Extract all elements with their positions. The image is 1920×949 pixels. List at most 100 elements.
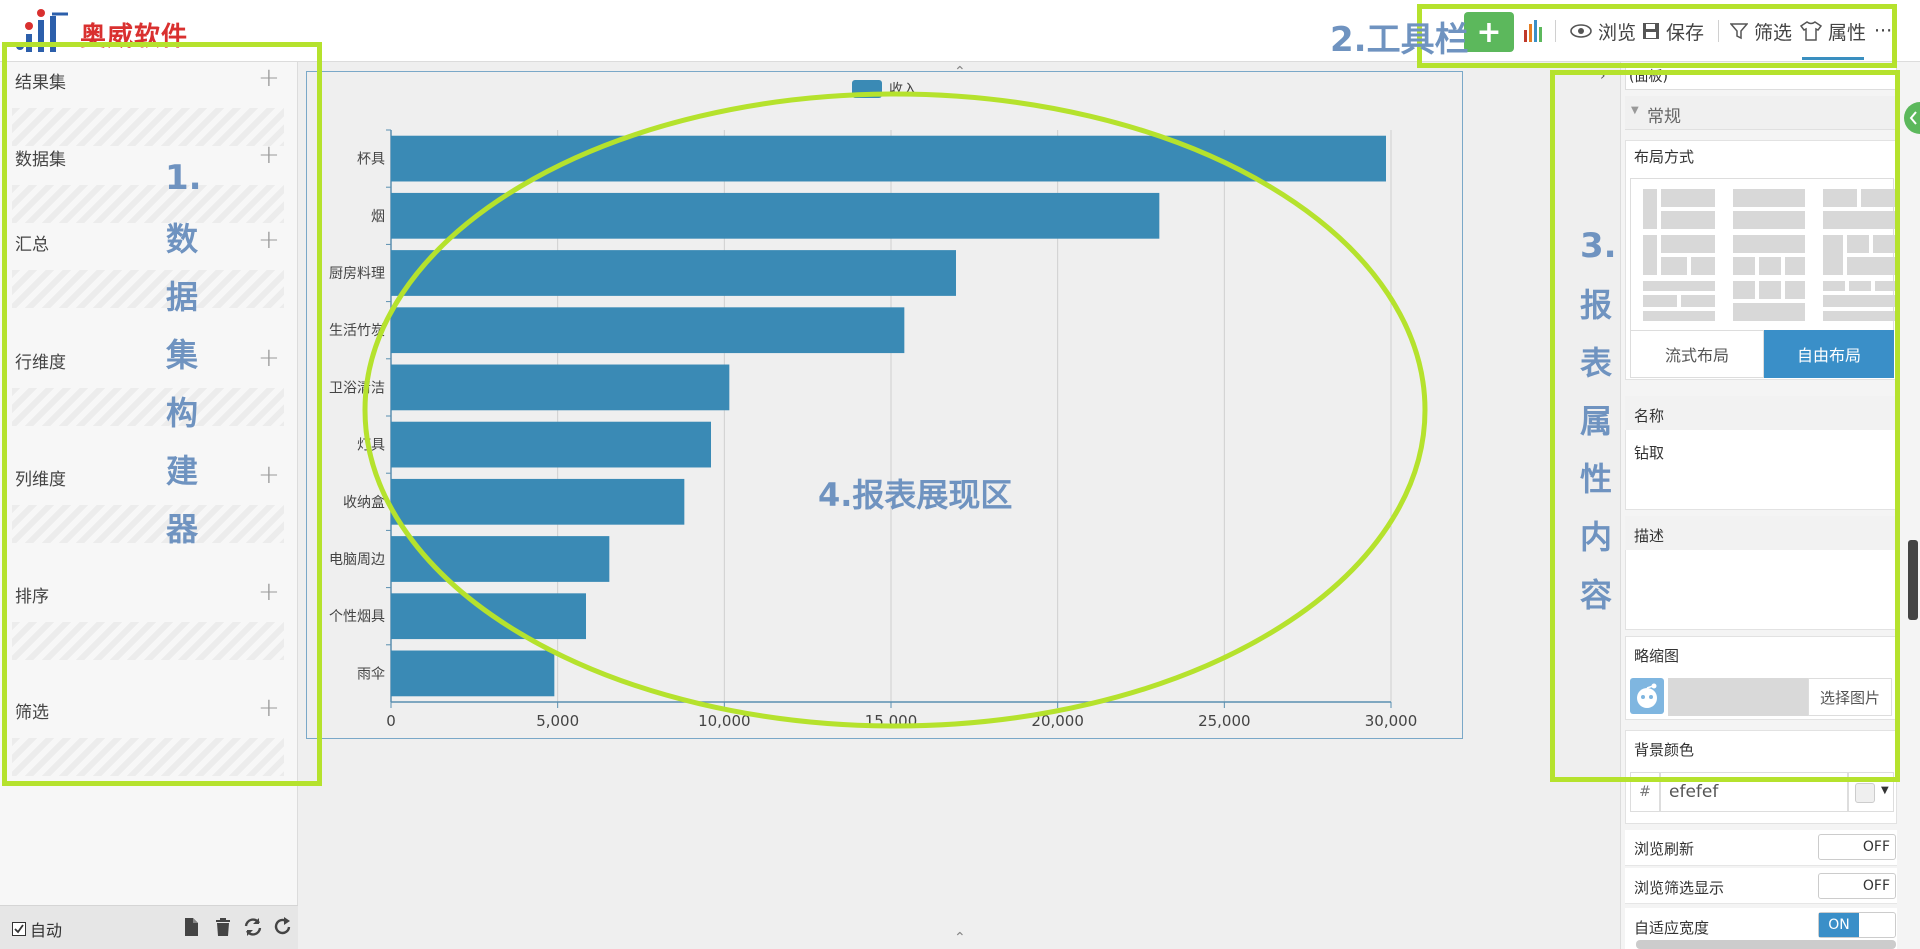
layout-block <box>1661 235 1715 253</box>
layout-block <box>1875 281 1895 291</box>
a1-char: 数 <box>165 220 198 258</box>
layout-block <box>1733 211 1805 229</box>
shirt-icon <box>1800 21 1822 41</box>
add-section-icon[interactable]: + <box>258 225 280 255</box>
y-tick-label: 厨房料理 <box>329 266 385 282</box>
auto-checkbox[interactable]: 自动 <box>12 917 62 941</box>
layout-block <box>1823 235 1843 275</box>
filter-button[interactable]: 筛选 <box>1730 18 1792 44</box>
layout-block <box>1785 257 1805 275</box>
bar <box>391 650 555 697</box>
more-button[interactable]: ··· <box>1874 20 1893 42</box>
layout-block <box>1661 257 1687 275</box>
layout-option[interactable] <box>1643 235 1715 275</box>
layout-option[interactable] <box>1823 235 1895 275</box>
layout-option[interactable] <box>1733 189 1805 229</box>
a1-char: 建 <box>165 452 198 490</box>
layout-option[interactable] <box>1643 189 1715 229</box>
annotation-3-prefix: 3. <box>1580 226 1617 266</box>
layout-block <box>1823 311 1895 321</box>
horizontal-scrollbar[interactable] <box>1636 940 1896 949</box>
section-drop-zone[interactable] <box>12 505 284 543</box>
add-section-icon[interactable]: + <box>258 577 280 607</box>
desc-header <box>1625 516 1897 550</box>
layout-block <box>1873 235 1895 253</box>
section-drop-zone[interactable] <box>12 622 284 660</box>
active-tab-indicator <box>1802 57 1864 60</box>
browse-refresh-label: 浏览刷新 <box>1634 840 1695 858</box>
layout-option[interactable] <box>1643 281 1715 321</box>
section-drop-zone[interactable] <box>12 185 284 223</box>
add-section-icon[interactable]: + <box>258 343 280 373</box>
y-tick-label: 烟 <box>371 209 385 225</box>
toggle-off-text: OFF <box>1862 878 1890 894</box>
layout-block <box>1733 281 1755 299</box>
browse-filter-label: 浏览筛选显示 <box>1634 879 1725 897</box>
new-file-icon[interactable] <box>180 916 202 938</box>
toolbar-separator <box>1718 20 1719 42</box>
a1-char: 构 <box>165 394 198 432</box>
section-label-3: 行维度 <box>15 353 66 373</box>
name-input[interactable]: 钻取 <box>1634 444 1665 462</box>
add-section-icon[interactable]: + <box>258 63 280 93</box>
robot-face-icon <box>1637 683 1657 708</box>
collapse-bottom-arrow[interactable]: ⌃ <box>954 930 966 946</box>
save-button[interactable]: 保存 <box>1642 18 1704 44</box>
section-drop-zone[interactable] <box>12 270 284 308</box>
browse-label: 浏览 <box>1598 21 1637 44</box>
x-tick-label: 20,000 <box>1031 712 1084 730</box>
report-display-area[interactable]: 0 5,000 10,000 15,000 20,000 25,000 30,000 杯具烟厨… <box>306 71 1463 739</box>
y-tick-label: 卫浴清洁 <box>329 380 385 396</box>
vertical-scrollbar-thumb[interactable] <box>1908 540 1918 620</box>
section-drop-zone[interactable] <box>12 388 284 426</box>
section-drop-zone[interactable] <box>12 108 284 146</box>
x-tick-label: 25,000 <box>1198 712 1251 730</box>
section-label-1: 数据集 <box>15 150 66 170</box>
add-button[interactable]: + <box>1464 12 1514 52</box>
flow-layout-button[interactable]: 流式布局 <box>1630 330 1764 378</box>
add-section-icon[interactable]: + <box>258 693 280 723</box>
layout-block <box>1823 281 1845 291</box>
desc-label: 描述 <box>1634 527 1665 545</box>
add-section-icon[interactable]: + <box>258 460 280 490</box>
sync-icon[interactable] <box>242 916 264 938</box>
bar <box>391 307 905 354</box>
color-swatch <box>1855 783 1875 803</box>
layout-option[interactable] <box>1733 281 1805 321</box>
y-tick-label: 电脑周边 <box>329 552 385 568</box>
layout-option[interactable] <box>1823 281 1895 321</box>
x-tick-label: 5,000 <box>536 712 579 730</box>
free-layout-button[interactable]: 自由布局 <box>1764 330 1894 378</box>
side-expand-icon[interactable] <box>1904 102 1920 134</box>
layout-block <box>1861 189 1895 207</box>
general-section-title: 常规 <box>1647 107 1681 127</box>
annotation-ellipse-display <box>362 91 1428 729</box>
bar <box>391 364 730 411</box>
browse-filter-toggle[interactable]: OFF <box>1818 873 1896 899</box>
y-tick-label: 生活竹炭 <box>329 323 385 339</box>
eye-icon <box>1570 24 1592 38</box>
layout-option[interactable] <box>1823 189 1895 229</box>
chart-type-icon[interactable] <box>1522 18 1546 44</box>
choose-image-button[interactable]: 选择图片 <box>1808 678 1892 716</box>
auto-label: 自动 <box>30 921 63 940</box>
trash-icon[interactable] <box>212 916 234 938</box>
y-tick-label: 雨伞 <box>357 665 385 682</box>
section-label-4: 列维度 <box>15 470 66 490</box>
layout-option[interactable] <box>1733 235 1805 275</box>
layout-block <box>1847 257 1895 275</box>
left-panel-footer: 自动 <box>0 905 298 949</box>
layout-block <box>1643 235 1657 275</box>
a3-char: 属 <box>1579 402 1612 440</box>
thumbnail-path-input[interactable] <box>1668 678 1808 716</box>
section-drop-zone[interactable] <box>12 738 284 776</box>
refresh-icon[interactable] <box>272 916 294 938</box>
attr-button[interactable]: 属性 <box>1800 18 1866 44</box>
expand-arrow[interactable]: › <box>1600 68 1606 84</box>
add-section-icon[interactable]: + <box>258 140 280 170</box>
browse-refresh-toggle[interactable]: OFF <box>1818 834 1896 860</box>
layout-block <box>1823 211 1895 229</box>
auto-width-toggle[interactable]: ON <box>1818 912 1896 938</box>
browse-button[interactable]: 浏览 <box>1570 18 1636 44</box>
general-section-header[interactable]: ▼ 常规 <box>1625 96 1897 130</box>
